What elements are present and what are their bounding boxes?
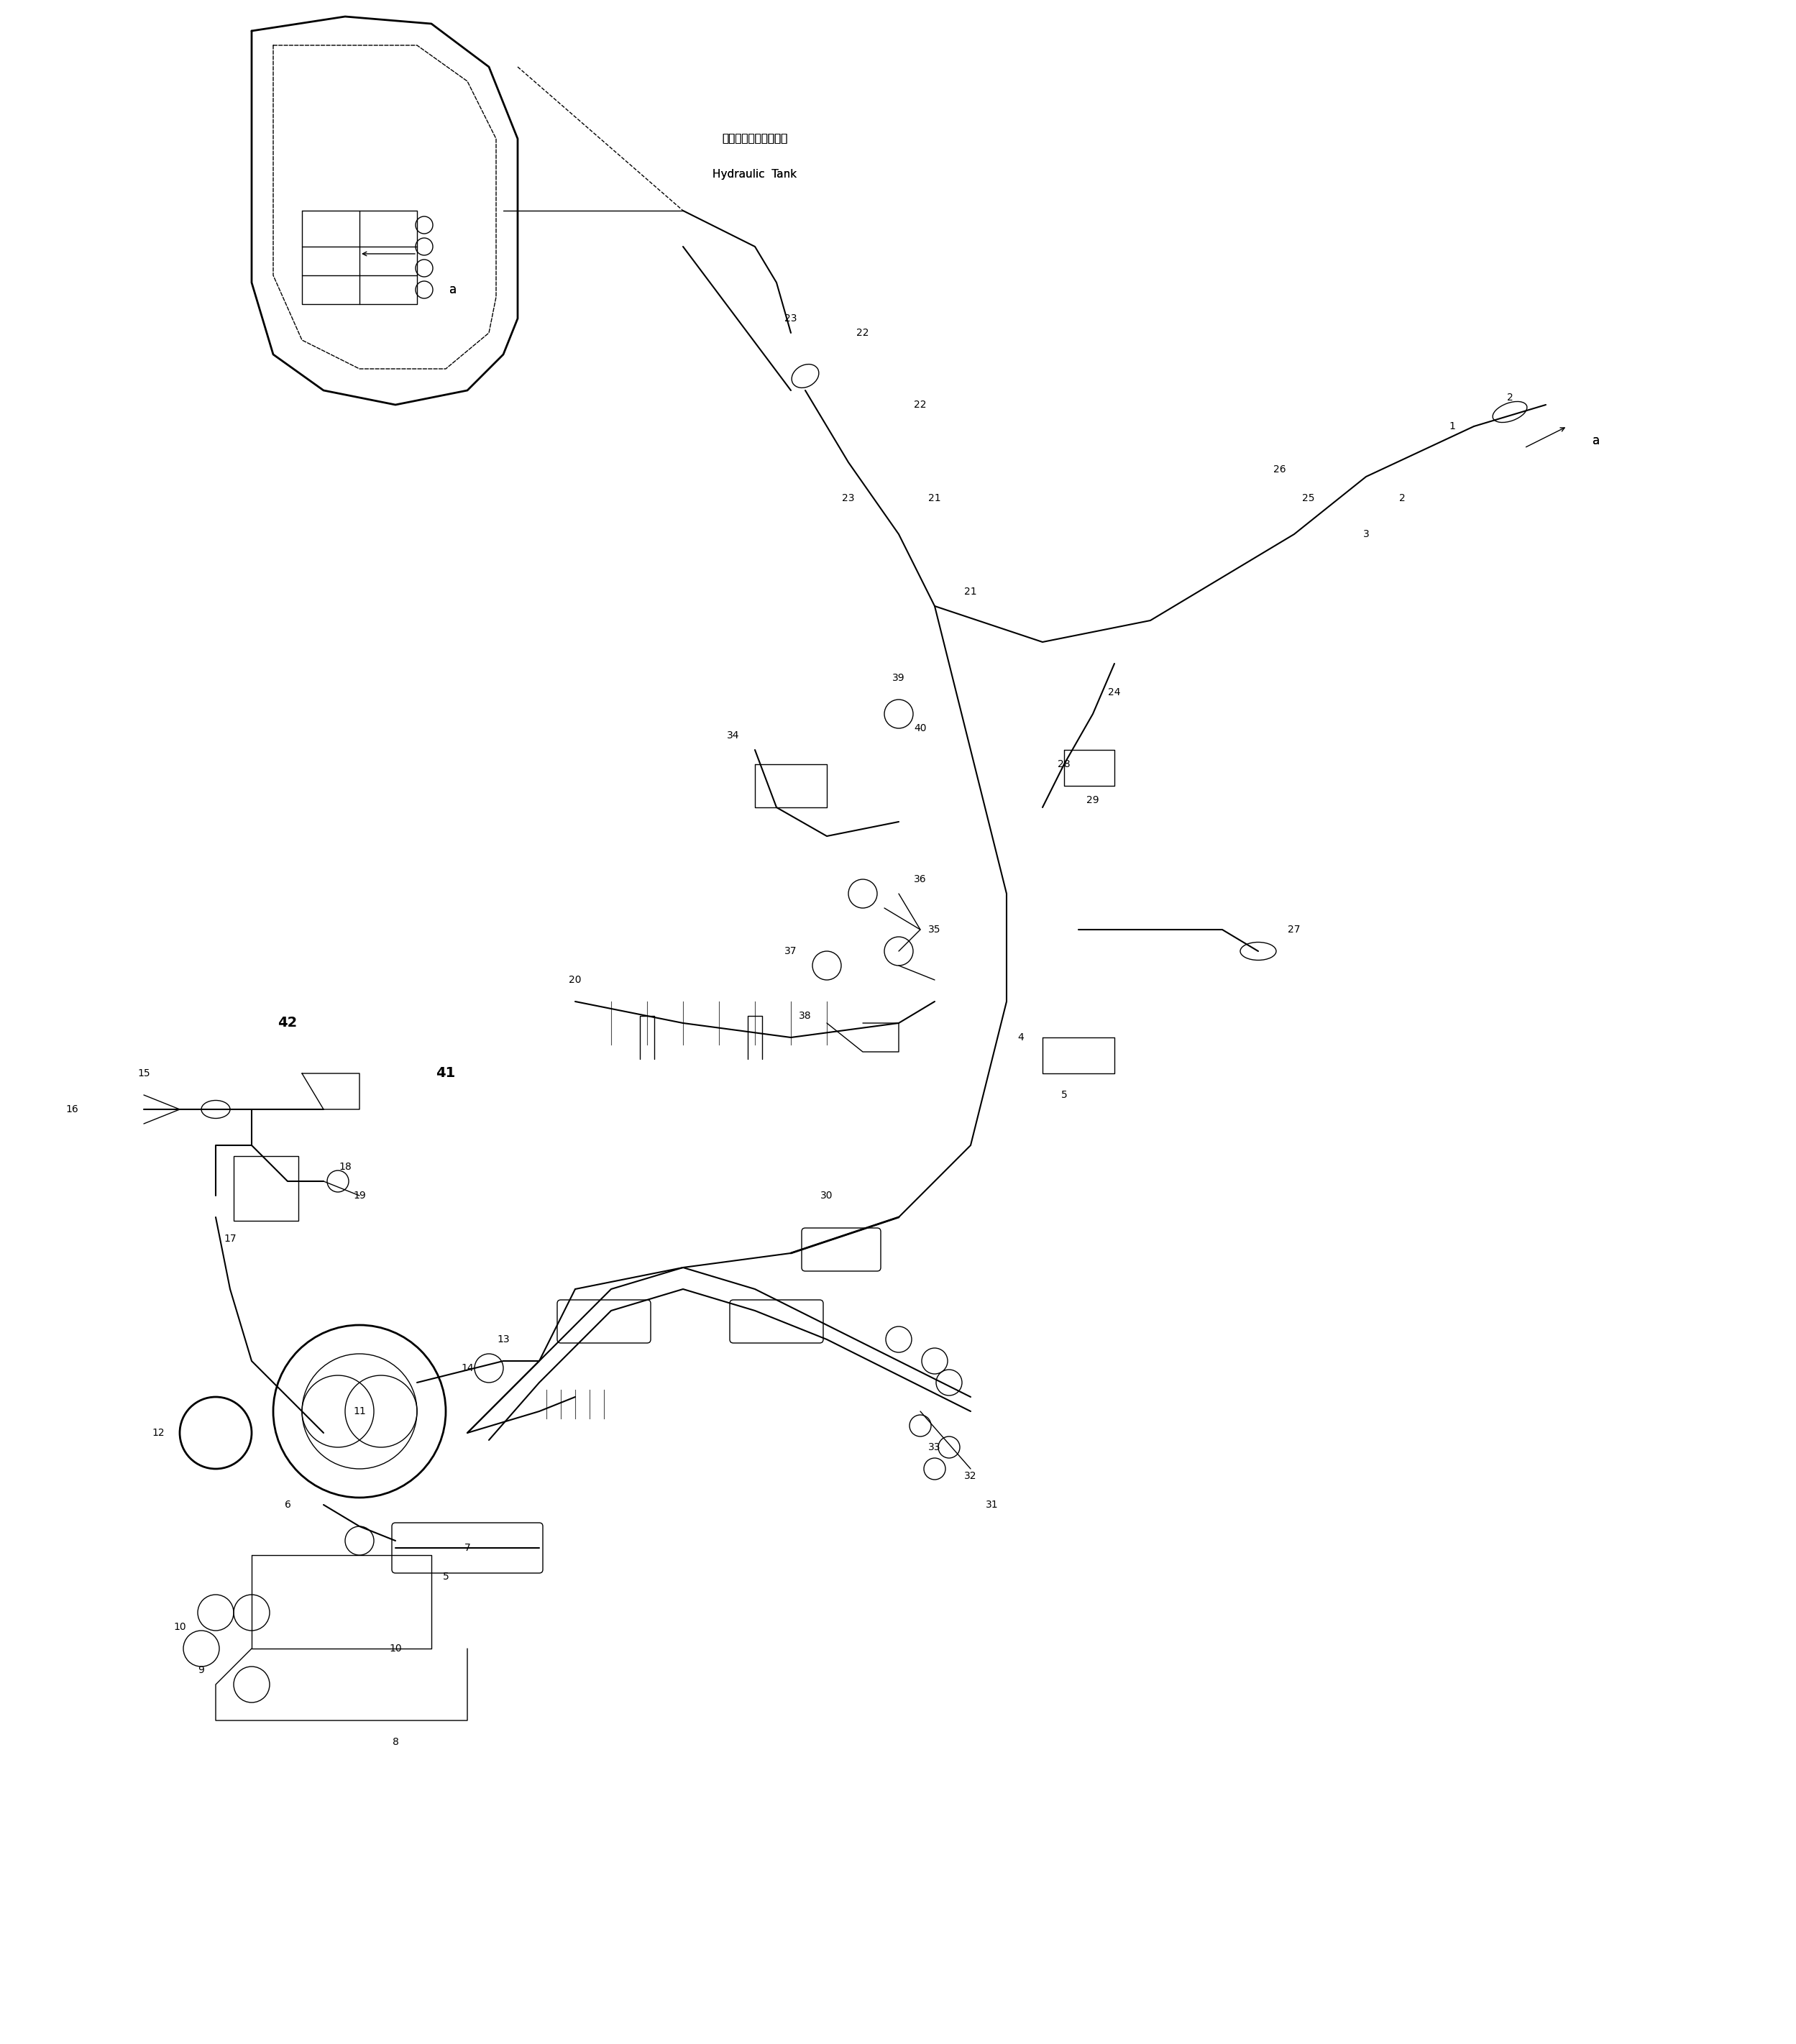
Text: a: a xyxy=(449,284,456,296)
Text: Hydraulic  Tank: Hydraulic Tank xyxy=(713,170,797,180)
Text: 13: 13 xyxy=(497,1335,510,1345)
Text: 28: 28 xyxy=(1058,758,1070,769)
Text: 20: 20 xyxy=(569,975,582,985)
Text: 25: 25 xyxy=(1302,493,1315,503)
Text: 36: 36 xyxy=(914,875,927,885)
Text: 22: 22 xyxy=(914,401,927,409)
Text: ハイドロリックタンク: ハイドロリックタンク xyxy=(722,133,788,145)
Text: ハイドロリックタンク: ハイドロリックタンク xyxy=(722,133,788,145)
Text: 33: 33 xyxy=(929,1443,941,1453)
Text: 1: 1 xyxy=(1449,421,1455,431)
Text: 2: 2 xyxy=(1507,392,1512,403)
Text: 27: 27 xyxy=(1288,924,1300,934)
Text: 16: 16 xyxy=(65,1104,79,1114)
Text: a: a xyxy=(1593,433,1600,448)
Text: 18: 18 xyxy=(339,1161,352,1171)
Text: 24: 24 xyxy=(1108,687,1121,697)
Text: 8: 8 xyxy=(392,1737,399,1748)
Text: 42: 42 xyxy=(278,1016,298,1030)
Text: 21: 21 xyxy=(929,493,941,503)
Text: 7: 7 xyxy=(463,1543,471,1553)
Text: 2: 2 xyxy=(1399,493,1404,503)
Text: 40: 40 xyxy=(914,724,927,734)
Text: 6: 6 xyxy=(284,1500,291,1511)
Text: 17: 17 xyxy=(224,1235,237,1245)
Text: 3: 3 xyxy=(1363,529,1369,540)
Text: 10: 10 xyxy=(390,1643,402,1654)
Text: 4: 4 xyxy=(1018,1032,1024,1042)
Text: 39: 39 xyxy=(893,672,905,683)
Text: 10: 10 xyxy=(174,1623,187,1631)
Text: 5: 5 xyxy=(1061,1089,1067,1100)
Text: 32: 32 xyxy=(964,1472,977,1482)
Text: 41: 41 xyxy=(436,1067,456,1079)
Text: 35: 35 xyxy=(929,924,941,934)
Text: 12: 12 xyxy=(153,1429,165,1437)
Text: 30: 30 xyxy=(821,1190,833,1200)
Text: 34: 34 xyxy=(727,730,740,740)
Text: 38: 38 xyxy=(799,1012,812,1020)
Text: 26: 26 xyxy=(1273,464,1286,474)
Text: 31: 31 xyxy=(986,1500,999,1511)
Text: 9: 9 xyxy=(198,1666,205,1676)
Text: 29: 29 xyxy=(1087,795,1099,805)
Text: Hydraulic  Tank: Hydraulic Tank xyxy=(713,170,797,180)
Text: 5: 5 xyxy=(442,1572,449,1582)
Text: 11: 11 xyxy=(354,1406,366,1416)
Text: a: a xyxy=(1593,433,1600,448)
Text: 14: 14 xyxy=(462,1363,474,1374)
Text: 22: 22 xyxy=(857,327,869,337)
Text: 23: 23 xyxy=(842,493,855,503)
Text: 37: 37 xyxy=(785,946,797,957)
Text: 23: 23 xyxy=(785,313,797,323)
Text: 21: 21 xyxy=(964,587,977,597)
Text: a: a xyxy=(449,284,456,296)
Text: 19: 19 xyxy=(354,1190,366,1200)
Text: 15: 15 xyxy=(138,1069,151,1079)
